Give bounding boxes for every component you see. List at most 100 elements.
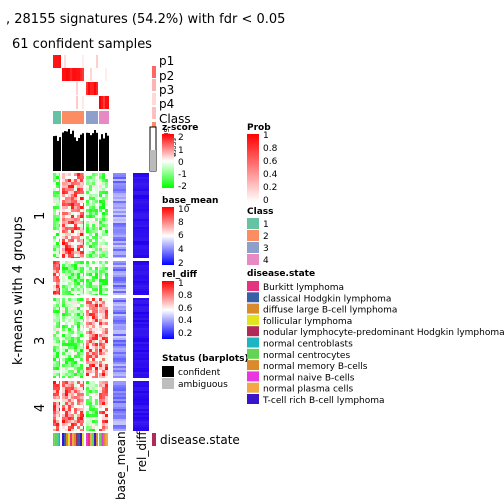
prob-cell [82, 96, 84, 109]
zscore-cell [77, 200, 80, 203]
zscore-cell [62, 429, 65, 431]
zscore-cell [95, 218, 98, 221]
class-cell [90, 111, 92, 124]
zscore-cell [83, 212, 84, 215]
prob-cell [72, 55, 74, 68]
rel-diff-cell [133, 413, 149, 415]
zscore-cell [102, 245, 105, 248]
zscore-cell [92, 218, 95, 221]
zscore-cell [83, 307, 84, 310]
zscore-cell [56, 355, 59, 358]
zscore-cell [80, 367, 83, 370]
zscore-cell [86, 402, 89, 405]
legend-zscore-tick: 2 [178, 133, 184, 143]
base-mean-cell [113, 245, 126, 247]
zscore-cell [95, 227, 98, 230]
zscore-cell [68, 248, 71, 251]
silhouette-bar [107, 135, 109, 171]
zscore-cell [77, 218, 80, 221]
rel-diff-cell [133, 395, 149, 397]
zscore-cell [77, 257, 80, 258]
zscore-cell [89, 257, 92, 258]
zscore-cell [92, 408, 95, 411]
zscore-cell [71, 361, 74, 364]
zscore-cell [53, 364, 56, 367]
zscore-cell [80, 340, 83, 343]
zscore-cell [80, 236, 83, 239]
zscore-cell [86, 301, 89, 304]
zscore-cell [68, 264, 71, 267]
zscore-cell [92, 239, 95, 242]
top-annotations [53, 55, 156, 134]
zscore-cell [92, 373, 95, 376]
zscore-cell [92, 230, 95, 233]
zscore-cell [59, 390, 60, 393]
zscore-cell [102, 257, 105, 258]
base-mean-cell [113, 221, 126, 223]
zscore-cell [80, 270, 83, 273]
zscore-cell [83, 355, 84, 358]
class-cell [76, 111, 78, 124]
zscore-cell [99, 340, 102, 343]
legend-class-swatch [247, 254, 259, 265]
zscore-cell [68, 257, 71, 258]
zscore-cell [65, 221, 68, 224]
zscore-cell [65, 209, 68, 212]
zscore-cell [56, 331, 59, 334]
zscore-cell [65, 288, 68, 291]
zscore-cell [53, 294, 56, 295]
rel-diff-cell [133, 235, 149, 237]
legend-prob-tick: 0.4 [263, 170, 278, 180]
zscore-cell [65, 408, 68, 411]
zscore-cell [83, 218, 84, 221]
zscore-cell [77, 279, 80, 282]
column-label-base-mean: base_mean [114, 431, 128, 500]
zscore-cell [80, 179, 83, 182]
zscore-cell [92, 279, 95, 282]
zscore-cell [71, 276, 74, 279]
zscore-cell [86, 173, 89, 176]
rel-diff-cell [133, 213, 149, 215]
zscore-cell [62, 373, 65, 376]
rel-diff-cell [133, 217, 149, 219]
zscore-cell [86, 291, 89, 294]
zscore-cell [62, 316, 65, 319]
legend-base-mean-tick: 6 [178, 231, 184, 241]
zscore-cell [56, 370, 59, 373]
zscore-cell [56, 288, 59, 291]
zscore-cell [89, 245, 92, 248]
zscore-cell [62, 230, 65, 233]
zscore-cell [105, 370, 108, 373]
base-mean-cell [113, 352, 126, 354]
zscore-cell [71, 331, 74, 334]
legend-base-mean-tick: 2 [178, 259, 184, 269]
rel-diff-cell [133, 387, 149, 389]
legend-disease-state-label: normal naive B-cells [263, 373, 355, 383]
rel-diff-cell [133, 399, 149, 401]
zscore-cell [71, 408, 74, 411]
zscore-cell [59, 261, 60, 264]
zscore-cell [105, 325, 108, 328]
zscore-cell [59, 405, 60, 408]
prob-cell [78, 68, 80, 81]
legend-class-label: 3 [263, 244, 269, 254]
zscore-cell [99, 408, 102, 411]
row-group-label-3: 3 [33, 337, 48, 345]
prob-cell [59, 55, 61, 68]
zscore-cell [62, 426, 65, 429]
legend-disease-state-swatch [247, 371, 259, 382]
zscore-cell [68, 230, 71, 233]
prob-cell [80, 68, 82, 81]
zscore-cell [105, 334, 108, 337]
zscore-cell [80, 248, 83, 251]
zscore-cell [77, 194, 80, 197]
zscore-cell [95, 346, 98, 349]
zscore-cell [59, 179, 60, 182]
zscore-cell [53, 179, 56, 182]
zscore-cell [74, 370, 77, 373]
zscore-cell [92, 337, 95, 340]
zscore-cell [92, 221, 95, 224]
zscore-cell [89, 396, 92, 399]
legend-prob-tick: 0 [263, 196, 269, 206]
